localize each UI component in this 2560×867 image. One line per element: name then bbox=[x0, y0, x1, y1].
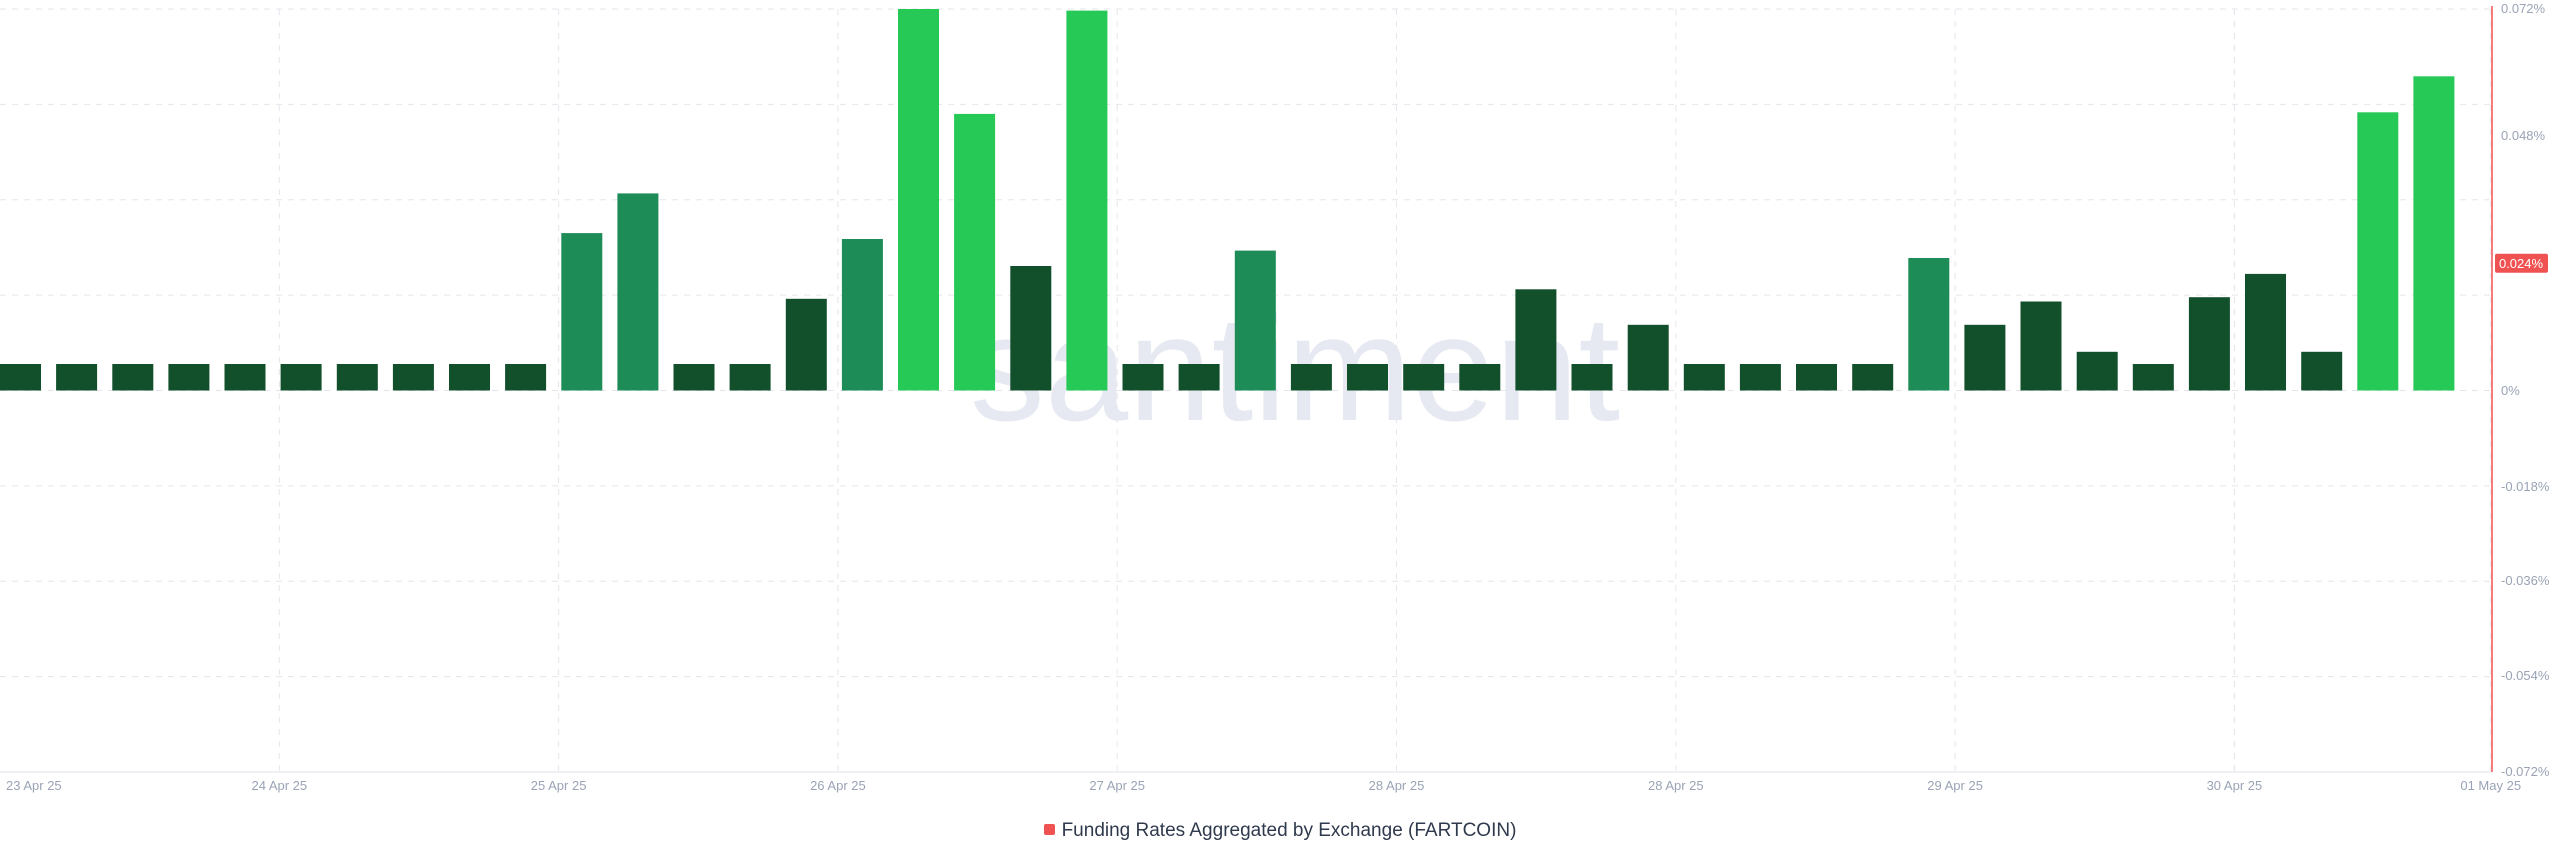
bar bbox=[617, 193, 659, 391]
bar bbox=[1122, 364, 1164, 391]
bar bbox=[1683, 364, 1725, 391]
y-tick-label: -0.036% bbox=[2501, 573, 2550, 588]
bar bbox=[2301, 351, 2343, 391]
x-tick-label: 30 Apr 25 bbox=[2207, 778, 2263, 793]
bar bbox=[729, 364, 771, 391]
bar bbox=[1234, 250, 1276, 391]
bar bbox=[1066, 10, 1108, 391]
legend-swatch-icon bbox=[1043, 824, 1055, 835]
bar bbox=[336, 364, 378, 391]
bar bbox=[2132, 364, 2174, 391]
x-tick-label: 01 May 25 bbox=[2460, 778, 2521, 793]
grid-lines bbox=[0, 8, 2492, 773]
x-tick-label: 29 Apr 25 bbox=[1927, 778, 1983, 793]
current-value-label: 0.024% bbox=[2499, 256, 2544, 271]
bar bbox=[1571, 364, 1613, 391]
bar bbox=[954, 113, 996, 391]
bar bbox=[561, 233, 603, 391]
bar bbox=[1010, 266, 1052, 391]
current-value-badge-bg bbox=[2495, 253, 2548, 273]
bar bbox=[898, 9, 939, 391]
bar bbox=[2245, 273, 2286, 391]
bar bbox=[1908, 258, 1950, 391]
bar bbox=[1290, 364, 1332, 391]
bar bbox=[1964, 324, 2006, 391]
bar bbox=[0, 364, 41, 391]
bar bbox=[1459, 364, 1501, 391]
x-tick-label: 25 Apr 25 bbox=[531, 778, 587, 793]
bar bbox=[505, 364, 547, 391]
bar bbox=[841, 239, 883, 391]
bar bbox=[56, 364, 98, 391]
bar bbox=[280, 364, 322, 391]
bar bbox=[1515, 289, 1557, 391]
bar bbox=[1403, 364, 1445, 391]
x-tick-label: 27 Apr 25 bbox=[1089, 778, 1145, 793]
x-tick-label: 28 Apr 25 bbox=[1648, 778, 1704, 793]
x-tick-label: 26 Apr 25 bbox=[810, 778, 866, 793]
bar bbox=[2020, 301, 2062, 391]
bar bbox=[392, 364, 434, 391]
y-tick-label: 0.048% bbox=[2501, 128, 2546, 143]
bar bbox=[168, 364, 210, 391]
x-tick-label: 28 Apr 25 bbox=[1369, 778, 1425, 793]
y-tick-label: -0.054% bbox=[2501, 668, 2550, 683]
bar bbox=[224, 364, 266, 391]
bar-series bbox=[0, 9, 2455, 391]
x-tick-label: 23 Apr 25 bbox=[6, 778, 62, 793]
y-tick-label: 0% bbox=[2501, 383, 2520, 398]
y-tick-label: -0.072% bbox=[2501, 764, 2550, 779]
bar bbox=[1627, 324, 1669, 391]
bar bbox=[2188, 297, 2230, 391]
legend-label: Funding Rates Aggregated by Exchange (FA… bbox=[1061, 820, 1517, 841]
bar bbox=[1852, 364, 1894, 391]
bar bbox=[1739, 364, 1781, 391]
y-tick-label: -0.018% bbox=[2501, 479, 2550, 494]
bar bbox=[2076, 351, 2118, 391]
x-axis: 23 Apr 25 24 Apr 25 25 Apr 25 26 Apr 25 27 A… bbox=[6, 778, 2521, 793]
chart-legend[interactable]: Funding Rates Aggregated by Exchange (FA… bbox=[0, 820, 2560, 842]
current-value-badge: 0.024% bbox=[2495, 253, 2548, 273]
bar bbox=[1347, 364, 1388, 391]
bar bbox=[112, 364, 154, 391]
bar bbox=[449, 364, 490, 391]
bar bbox=[673, 364, 715, 391]
x-tick-label: 24 Apr 25 bbox=[251, 778, 307, 793]
bar bbox=[785, 298, 827, 391]
bar bbox=[1178, 364, 1220, 391]
bar bbox=[2357, 112, 2399, 391]
y-tick-label: 0.072% bbox=[2501, 1, 2546, 16]
bar bbox=[2413, 76, 2455, 391]
y-axis: 0.072% 0.048% 0% -0.018% -0.036% -0.054% -0.07… bbox=[2491, 1, 2550, 779]
bar bbox=[1796, 364, 1837, 391]
